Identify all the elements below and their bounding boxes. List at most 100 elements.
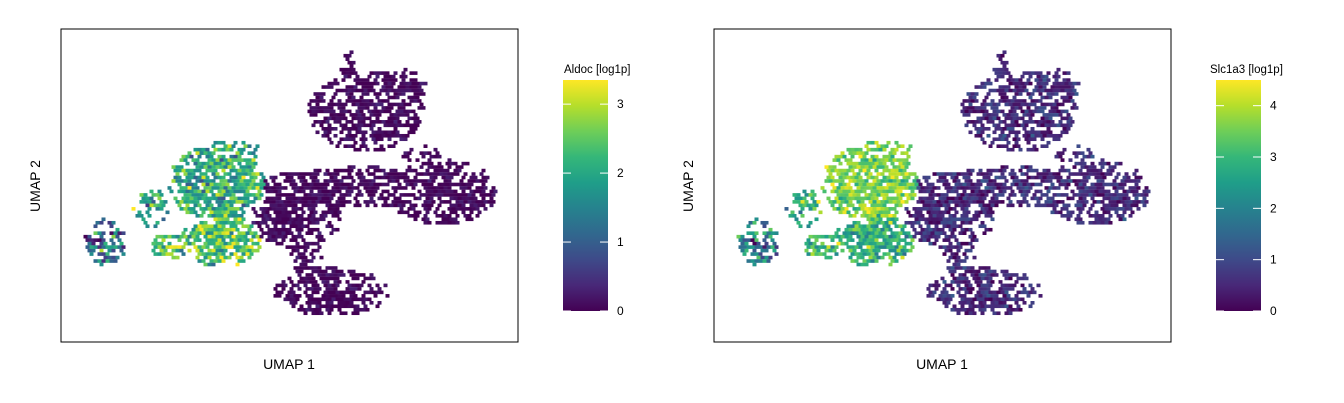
hexbin-cell xyxy=(870,252,875,256)
hexbin-cell xyxy=(934,224,939,229)
hexbin-cell xyxy=(327,276,332,281)
hexbin-cell xyxy=(289,182,294,187)
hexbin-cell xyxy=(1110,168,1115,173)
hexbin-cell xyxy=(301,280,306,284)
hexbin-cell xyxy=(866,196,871,201)
hexbin-cell xyxy=(393,120,398,124)
hexbin-cell xyxy=(984,283,989,288)
hexbin-cell xyxy=(1112,186,1117,190)
hexbin-cell xyxy=(1020,297,1025,302)
hexbin-cell xyxy=(1000,130,1005,135)
hexbin-cell xyxy=(1092,165,1097,169)
hexbin-cell xyxy=(890,182,895,187)
hexbin-cell xyxy=(327,207,332,211)
hexbin-cell xyxy=(970,238,975,242)
hexbin-cell xyxy=(231,158,236,162)
hexbin-cell xyxy=(449,175,454,180)
hexbin-cell xyxy=(990,203,995,208)
hexbin-cell xyxy=(1056,81,1061,86)
hexbin-cell xyxy=(920,207,925,211)
hexbin-cell xyxy=(754,245,759,249)
hexbin-cell xyxy=(313,106,318,110)
hexbin-cell xyxy=(890,259,895,263)
hexbin-cell xyxy=(836,186,841,190)
hexbin-cell xyxy=(978,127,983,131)
hexbin-cell xyxy=(904,193,909,197)
hexbin-cell xyxy=(341,203,346,208)
hexbin-cell xyxy=(357,189,362,194)
hexbin-cell xyxy=(251,200,256,204)
hexbin-cell xyxy=(241,189,246,194)
hexbin-cell xyxy=(117,245,122,249)
hexbin-cell xyxy=(177,238,182,242)
hexbin-cell xyxy=(846,238,851,242)
hexbin-cell xyxy=(161,252,166,256)
hexbin-cell xyxy=(463,200,468,204)
hexbin-cell xyxy=(135,214,140,218)
hexbin-cell xyxy=(1068,88,1073,93)
hexbin-cell xyxy=(385,175,390,180)
hexbin-cell xyxy=(876,172,881,176)
hexbin-cell xyxy=(115,227,120,232)
hexbin-cell xyxy=(982,224,987,229)
hexbin-cell xyxy=(866,161,871,166)
hexbin-cell xyxy=(345,57,350,61)
hexbin-cell xyxy=(836,200,841,204)
hexbin-cell xyxy=(441,210,446,215)
hexbin-cell xyxy=(1114,210,1119,215)
hexbin-cell xyxy=(838,161,843,166)
hexbin-cell xyxy=(285,245,290,249)
hexbin-cell xyxy=(359,95,364,100)
hexbin-cell xyxy=(233,217,238,222)
hexbin-cell xyxy=(173,245,178,249)
hexbin-cell xyxy=(335,290,340,295)
hexbin-cell xyxy=(255,214,260,218)
hexbin-cell xyxy=(756,241,761,246)
hexbin-cell xyxy=(1016,123,1021,128)
hexbin-cell xyxy=(862,168,867,173)
hexbin-cell xyxy=(227,255,232,260)
hexbin-cell xyxy=(351,269,356,274)
hexbin-cell xyxy=(1026,113,1031,117)
hexbin-cell xyxy=(289,203,294,208)
hexbin-cell xyxy=(203,172,208,176)
hexbin-cell xyxy=(952,227,957,232)
hexbin-cell xyxy=(325,224,330,229)
hexbin-cell xyxy=(233,210,238,215)
hexbin-cell xyxy=(107,220,112,225)
hexbin-cell xyxy=(469,210,474,215)
hexbin-cell xyxy=(399,102,404,107)
hexbin-cell xyxy=(774,231,779,235)
hexbin-cell xyxy=(948,207,953,211)
hexbin-cell xyxy=(311,241,316,246)
hexbin-cell xyxy=(235,158,240,162)
hexbin-cell xyxy=(1024,130,1029,135)
hexbin-cell xyxy=(806,203,811,208)
hexbin-cell xyxy=(149,189,154,194)
hexbin-cell xyxy=(183,234,188,239)
hexbin-cell xyxy=(1010,287,1015,291)
hexbin-cell xyxy=(966,120,971,124)
hexbin-cell xyxy=(1092,172,1097,176)
hexbin-cell xyxy=(441,175,446,180)
hexbin-cell xyxy=(287,200,292,204)
hexbin-cell xyxy=(399,88,404,93)
hexbin-cell xyxy=(762,245,767,249)
hexbin-cell xyxy=(263,220,268,225)
hexbin-cell xyxy=(834,231,839,235)
hexbin-cell xyxy=(281,231,286,235)
hexbin-cell xyxy=(309,252,314,256)
hexbin-cell xyxy=(996,200,1001,204)
hexbin-cell xyxy=(227,193,232,197)
hexbin-cell xyxy=(840,179,845,183)
hexbin-cell xyxy=(387,102,392,107)
hexbin-cell xyxy=(878,182,883,187)
hexbin-cell xyxy=(764,241,769,246)
hexbin-cell xyxy=(183,158,188,162)
hexbin-cell xyxy=(199,207,204,211)
hexbin-cell xyxy=(247,255,252,260)
hexbin-cell xyxy=(1026,189,1031,194)
hexbin-cell xyxy=(1038,133,1043,138)
hexbin-cell xyxy=(187,172,192,176)
